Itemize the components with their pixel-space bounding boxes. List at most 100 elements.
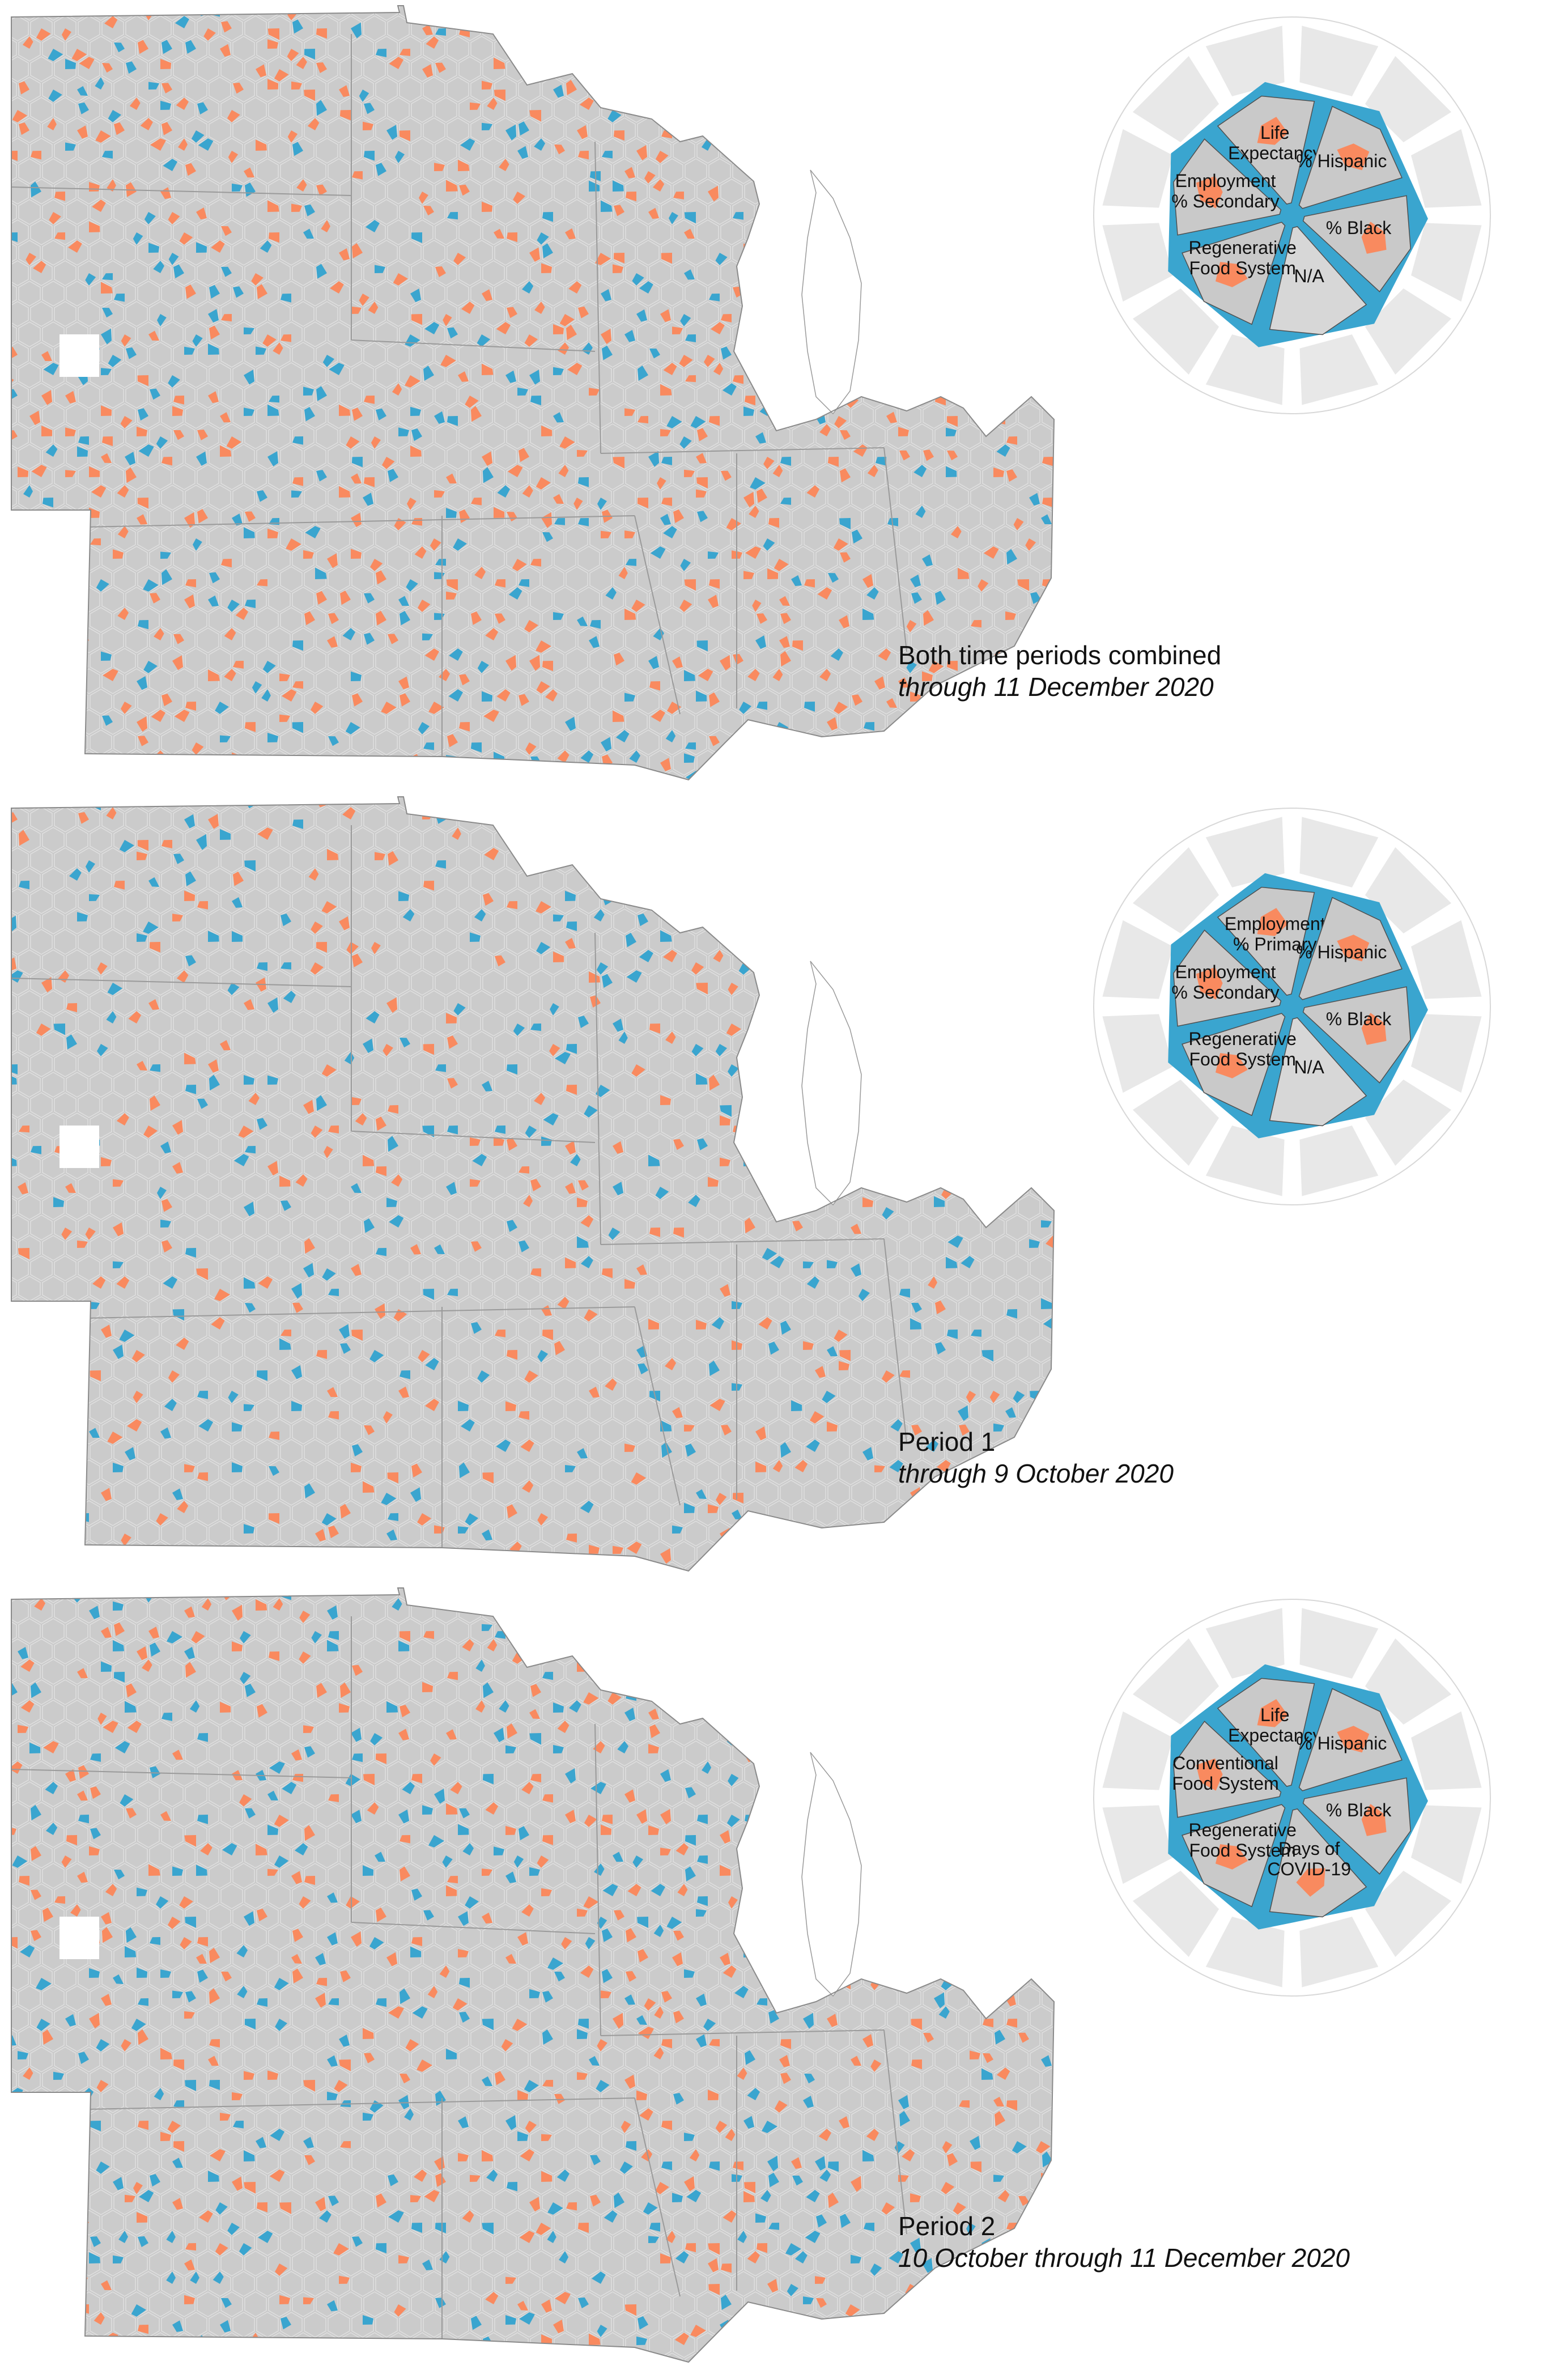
county-wedge [316, 1350, 327, 1359]
county-wedge [949, 1154, 963, 1166]
county-wedge [137, 498, 148, 509]
county-wedge [566, 79, 577, 95]
county-wedge [946, 661, 958, 671]
county-cell [518, 1031, 541, 1057]
county-wedge [506, 307, 517, 318]
county-cell [982, 1174, 1005, 1200]
county-cell [708, 1439, 731, 1465]
county-wedge [950, 363, 962, 375]
county-cell [530, 806, 553, 833]
county-cell [994, 485, 1017, 511]
county-cell [304, 827, 326, 853]
county-cell [780, 949, 802, 975]
county-cell [923, 199, 945, 225]
county-wedge [601, 151, 613, 159]
county-cell [1053, 1010, 1054, 1037]
county-wedge [589, 62, 600, 69]
county-cell [554, 627, 576, 653]
county-cell [982, 709, 1005, 735]
county-cell [923, 77, 945, 103]
county-wedge [639, 281, 653, 294]
county-wedge [994, 952, 1005, 969]
county-cell [589, 1398, 612, 1424]
county-cell [101, 219, 124, 245]
county-cell [566, 566, 588, 592]
county-wedge [60, 600, 75, 612]
county-cell [577, 1133, 600, 1159]
county-wedge [211, 1317, 225, 1330]
county-wedge [577, 449, 588, 457]
county-cell [101, 1378, 124, 1404]
county-wedge [684, 269, 695, 280]
county-cell [875, 1031, 898, 1057]
county-cell [149, 888, 172, 914]
county-cell [899, 1072, 921, 1098]
county-cell [78, 1051, 100, 1077]
county-cell [42, 990, 65, 1016]
county-wedge [792, 640, 803, 651]
county-wedge [137, 840, 148, 851]
county-cell [66, 566, 88, 592]
county-cell [815, 138, 838, 164]
county-cell [839, 888, 862, 914]
county-cell [149, 219, 172, 245]
county-cell [589, 444, 612, 470]
county-wedge [189, 771, 200, 780]
county-cell [696, 1296, 719, 1322]
county-wedge [89, 221, 100, 232]
county-wedge [663, 950, 677, 962]
county-wedge [886, 289, 898, 301]
county-wedge [434, 411, 445, 424]
county-cell [316, 1214, 338, 1241]
county-wedge [625, 103, 636, 114]
county-cell [970, 158, 993, 184]
county-cell [435, 383, 457, 409]
county-cell [328, 1153, 350, 1179]
county-wedge [768, 756, 779, 767]
county-cell [185, 77, 207, 103]
county-cell [661, 77, 683, 103]
county-wedge [672, 656, 683, 669]
county-cell [780, 36, 802, 62]
county-cell [506, 627, 529, 653]
county-wedge [982, 151, 993, 159]
county-cell [494, 1357, 517, 1383]
county-wedge [54, 192, 65, 201]
county-cell [42, 770, 65, 780]
county-cell [577, 260, 600, 286]
county-wedge [61, 28, 71, 41]
county-cell [268, 97, 291, 123]
county-cell [256, 908, 279, 935]
county-wedge [684, 753, 695, 763]
county-cell [316, 1419, 338, 1445]
county-cell [30, 587, 53, 613]
county-cell [101, 847, 124, 873]
legend-ring-cell [1097, 218, 1179, 308]
county-cell [792, 383, 814, 409]
county-cell [911, 260, 933, 286]
county-cell [1018, 770, 1040, 780]
county-wedge [648, 207, 660, 219]
county-cell [149, 15, 172, 41]
county-cell [1018, 36, 1040, 62]
county-wedge [119, 840, 134, 852]
county-cell [30, 56, 53, 82]
county-cell [447, 1235, 469, 1261]
county-cell [137, 1194, 160, 1220]
county-wedge [958, 737, 969, 751]
county-cell [613, 1357, 636, 1383]
county-wedge [399, 610, 410, 626]
county-cell [1006, 301, 1029, 327]
county-wedge [1005, 876, 1017, 889]
county-wedge [608, 1228, 621, 1240]
county-wedge [291, 1282, 303, 1299]
county-cell [232, 566, 255, 592]
county-wedge [994, 776, 1005, 780]
county-cell [768, 219, 791, 245]
county-cell [220, 1010, 243, 1037]
county-wedge [121, 702, 132, 714]
county-cell [244, 383, 267, 409]
county-cell [470, 797, 493, 812]
county-cell [101, 888, 124, 914]
county-cell [863, 1296, 886, 1322]
